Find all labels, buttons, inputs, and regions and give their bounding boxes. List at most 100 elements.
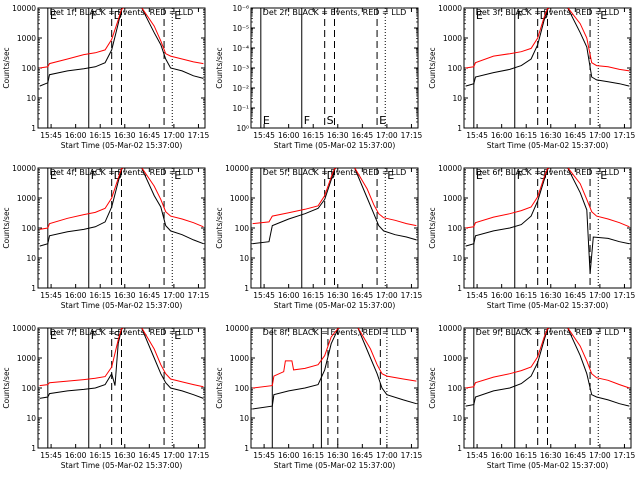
x-tick-label: 16:00: [278, 131, 300, 140]
x-tick-label: 16:30: [114, 131, 136, 140]
x-tick-label: 17:15: [401, 131, 423, 140]
y-tick-label: 1: [31, 444, 36, 453]
x-tick-label: 16:15: [515, 291, 537, 300]
interval-label: S: [540, 169, 547, 182]
y-tick-label: 10⁻⁴: [232, 44, 249, 53]
x-axis-label: Start Time (05-Mar-02 15:37:00): [487, 141, 609, 150]
y-tick-label: 10000: [225, 324, 249, 333]
plot-frame: [250, 327, 419, 449]
x-axis-label: Start Time (05-Mar-02 15:37:00): [274, 141, 396, 150]
interval-label: E: [387, 169, 394, 182]
y-tick-label: 1000: [17, 34, 36, 43]
x-tick-label: 16:15: [89, 291, 111, 300]
y-tick-label: 100: [448, 384, 463, 393]
y-tick-label: 100: [235, 384, 250, 393]
panel-3: Det 3f, BLACK = Events, RED = LLD1101001…: [428, 4, 635, 150]
x-tick-label: 15:45: [466, 131, 488, 140]
interval-label: F: [91, 169, 97, 182]
x-tick-label: 16:15: [302, 291, 324, 300]
x-tick-label: 16:45: [565, 291, 587, 300]
x-tick-label: 16:15: [89, 451, 111, 460]
interval-label: D: [540, 9, 548, 22]
y-tick-label: 10⁻⁶: [232, 4, 249, 13]
x-tick-label: 15:45: [40, 131, 62, 140]
x-axis-label: Start Time (05-Mar-02 15:37:00): [61, 461, 183, 470]
y-tick-label: 10⁻³: [232, 64, 249, 73]
y-tick-label: 1: [31, 284, 36, 293]
y-tick-label: 10000: [438, 324, 462, 333]
interval-label: E: [174, 169, 181, 182]
series-line-red: [465, 328, 630, 389]
y-axis-label: Counts/sec: [2, 207, 11, 248]
y-tick-label: 100: [235, 224, 250, 233]
x-tick-label: 16:45: [352, 291, 374, 300]
panel-8: Det 8f, BLACK = Events, RED = LLD1101001…: [215, 324, 422, 470]
y-tick-label: 10: [26, 254, 36, 263]
x-tick-label: 15:45: [253, 451, 275, 460]
y-tick-label: 1000: [230, 194, 249, 203]
x-tick-label: 16:45: [565, 451, 587, 460]
x-tick-label: 17:00: [163, 131, 185, 140]
x-tick-label: 15:45: [466, 291, 488, 300]
y-tick-label: 10: [26, 94, 36, 103]
x-axis-label: Start Time (05-Mar-02 15:37:00): [61, 301, 183, 310]
x-tick-label: 16:30: [114, 451, 136, 460]
y-axis-label: Counts/sec: [428, 47, 437, 88]
interval-label: F: [91, 329, 97, 342]
x-tick-label: 16:30: [327, 291, 349, 300]
interval-label: D: [327, 169, 335, 182]
x-tick-label: 15:45: [466, 451, 488, 460]
y-tick-label: 100: [22, 64, 37, 73]
x-axis-label: Start Time (05-Mar-02 15:37:00): [274, 301, 396, 310]
y-tick-label: 100: [22, 384, 37, 393]
x-tick-label: 16:15: [302, 131, 324, 140]
y-tick-label: 10: [26, 414, 36, 423]
interval-label: E: [476, 169, 483, 182]
y-tick-label: 1000: [443, 34, 462, 43]
x-axis-label: Start Time (05-Mar-02 15:37:00): [274, 461, 396, 470]
y-tick-label: 10⁰: [236, 124, 249, 133]
x-tick-label: 16:45: [139, 451, 161, 460]
series-line-red: [465, 8, 630, 72]
interval-label: E: [263, 114, 270, 127]
x-tick-label: 15:45: [253, 131, 275, 140]
y-tick-label: 10⁻²: [232, 84, 249, 93]
y-tick-label: 10: [239, 254, 249, 263]
y-tick-label: 10: [452, 254, 462, 263]
series-line-red: [39, 328, 204, 388]
x-tick-label: 16:30: [327, 451, 349, 460]
y-axis-label: Counts/sec: [2, 367, 11, 408]
interval-label: F: [517, 9, 523, 22]
y-tick-label: 1000: [230, 354, 249, 363]
x-tick-label: 16:30: [540, 291, 562, 300]
y-axis-label: Counts/sec: [215, 47, 224, 88]
y-tick-label: 10000: [12, 4, 36, 13]
x-axis-label: Start Time (05-Mar-02 15:37:00): [487, 461, 609, 470]
y-axis-label: Counts/sec: [215, 367, 224, 408]
x-tick-label: 17:00: [589, 131, 611, 140]
y-tick-label: 1000: [443, 194, 462, 203]
y-tick-label: 10000: [12, 324, 36, 333]
x-tick-label: 17:00: [376, 131, 398, 140]
x-tick-label: 17:15: [401, 451, 423, 460]
x-tick-label: 16:15: [515, 451, 537, 460]
interval-label: F: [304, 114, 310, 127]
x-tick-label: 15:45: [40, 451, 62, 460]
interval-label: F: [517, 169, 523, 182]
x-tick-label: 15:45: [40, 291, 62, 300]
x-tick-label: 16:45: [139, 291, 161, 300]
x-tick-label: 17:15: [401, 291, 423, 300]
panel-2: Det 2f, BLACK = Events, RED = LLD10⁰10⁻¹…: [215, 4, 422, 150]
x-tick-label: 17:00: [163, 291, 185, 300]
x-tick-label: 16:00: [491, 291, 513, 300]
y-tick-label: 10⁻¹: [232, 104, 249, 113]
y-tick-label: 1: [31, 124, 36, 133]
x-tick-label: 16:00: [278, 291, 300, 300]
x-tick-label: 16:45: [565, 131, 587, 140]
y-axis-label: Counts/sec: [215, 207, 224, 248]
panel-9: Det 9f, BLACK = Events, RED = LLD1101001…: [428, 324, 635, 470]
x-tick-label: 16:30: [540, 451, 562, 460]
x-axis-label: Start Time (05-Mar-02 15:37:00): [487, 301, 609, 310]
y-tick-label: 100: [448, 224, 463, 233]
